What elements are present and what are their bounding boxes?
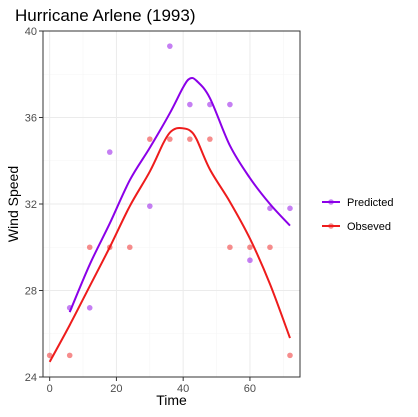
data-point: [147, 136, 153, 142]
data-point: [227, 244, 233, 251]
y-tick-label: 24: [25, 372, 37, 384]
data-point: [187, 101, 193, 108]
data-point: [227, 101, 233, 108]
legend-label: Obseved: [347, 221, 391, 233]
series-obseved: [46, 126, 293, 363]
y-tick-label: 36: [25, 113, 37, 125]
data-point: [147, 203, 153, 209]
data-point: [126, 244, 133, 251]
grid: [43, 30, 300, 378]
data-point: [187, 136, 193, 142]
data-point: [247, 244, 253, 251]
x-axis-title: Time: [156, 392, 187, 408]
x-tick-label: 20: [110, 383, 122, 395]
data-point: [86, 305, 93, 311]
data-point: [86, 244, 93, 251]
legend-item-predicted: Predicted: [322, 197, 393, 209]
series-predicted: [66, 43, 293, 313]
series-line: [68, 76, 291, 313]
legend-key-point: [328, 199, 334, 205]
data-point: [167, 43, 173, 49]
y-tick-label: 32: [25, 199, 37, 211]
data-point: [167, 136, 173, 142]
y-tick-label: 40: [25, 26, 37, 38]
series-line: [48, 126, 291, 363]
data-point: [287, 352, 293, 359]
series-layer: [46, 43, 293, 363]
y-tick-label: 28: [25, 286, 37, 298]
data-point: [267, 244, 273, 251]
data-point: [287, 205, 293, 212]
x-tick-label: 40: [177, 383, 189, 395]
data-point: [66, 352, 73, 359]
chart-title: Hurricane Arlene (1993): [15, 6, 195, 25]
data-point: [46, 352, 53, 359]
y-axis-title: Wind Speed: [5, 166, 21, 242]
x-tick-label: 60: [244, 383, 256, 395]
data-point: [247, 257, 253, 264]
data-point: [207, 136, 213, 142]
data-point: [106, 149, 113, 155]
legend-key-point: [328, 223, 334, 229]
axis-ticks: 0 20 40 60 24 28 32 36 40: [25, 26, 256, 395]
x-tick-label: 0: [47, 383, 53, 395]
legend-label: Predicted: [347, 197, 393, 209]
legend-item-obseved: Obseved: [322, 221, 391, 233]
legend: Predicted Obseved: [322, 197, 393, 233]
